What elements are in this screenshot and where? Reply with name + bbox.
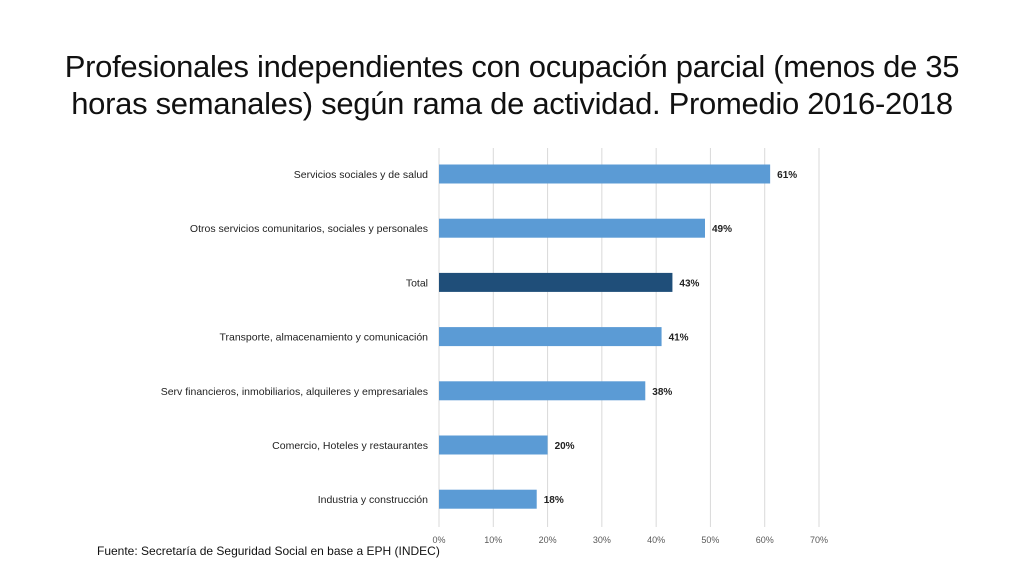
category-label: Total	[406, 277, 428, 289]
data-label: 41%	[669, 333, 689, 344]
data-label: 43%	[679, 278, 699, 289]
chart-title-line-2: horas semanales) según rama de actividad…	[71, 86, 953, 121]
category-label: Comercio, Hoteles y restaurantes	[272, 440, 428, 452]
x-tick-label: 20%	[539, 535, 557, 545]
category-label: Transporte, almacenamiento y comunicació…	[219, 332, 428, 344]
category-label: Otros servicios comunitarios, sociales y…	[190, 223, 428, 235]
x-tick-label: 30%	[593, 535, 611, 545]
source-note: Fuente: Secretaría de Seguridad Social e…	[97, 544, 440, 558]
bar	[439, 272, 673, 292]
chart-title-line-1: Profesionales independientes con ocupaci…	[64, 49, 960, 84]
bar	[439, 164, 771, 184]
data-label: 49%	[712, 224, 732, 235]
x-tick-label: 60%	[756, 535, 774, 545]
bar	[439, 381, 646, 401]
data-label: 61%	[777, 170, 797, 181]
bar	[439, 435, 548, 455]
data-label: 38%	[652, 387, 672, 398]
category-label: Industria y construcción	[318, 494, 428, 506]
category-label: Servicios sociales y de salud	[294, 169, 428, 181]
chart-title: Profesionales independientes con ocupaci…	[0, 48, 1024, 122]
data-label: 18%	[544, 495, 564, 506]
bar	[439, 327, 662, 347]
x-tick-label: 50%	[701, 535, 719, 545]
x-tick-label: 0%	[432, 535, 445, 545]
x-tick-label: 10%	[484, 535, 502, 545]
x-tick-label: 70%	[810, 535, 828, 545]
data-label: 20%	[555, 441, 575, 452]
x-tick-label: 40%	[647, 535, 665, 545]
category-label: Serv financieros, inmobiliarios, alquile…	[161, 386, 428, 398]
bar	[439, 218, 705, 238]
bar	[439, 489, 537, 509]
